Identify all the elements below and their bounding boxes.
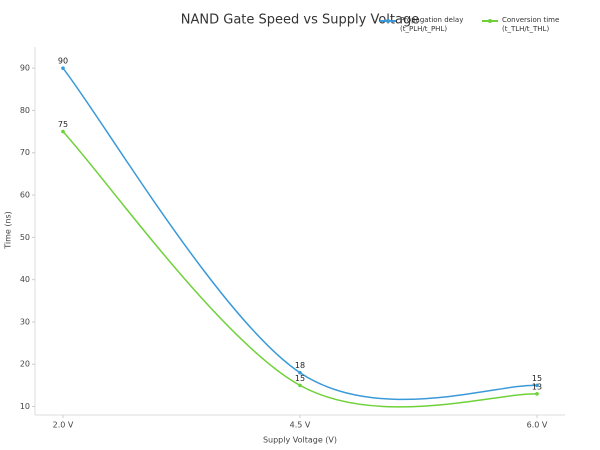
data-label: 13 bbox=[532, 382, 542, 391]
data-label: 15 bbox=[532, 374, 542, 383]
data-point bbox=[61, 66, 65, 70]
data-point bbox=[298, 383, 302, 388]
data-point bbox=[298, 370, 302, 375]
legend: Propagation delay (t_PLH/t_PHL) Conversio… bbox=[380, 16, 570, 34]
y-tick-label: 90 bbox=[20, 64, 30, 73]
legend-swatch bbox=[482, 19, 498, 23]
legend-item: Conversion time (t_TLH/t_THL) bbox=[482, 16, 570, 34]
x-tick-label: 2.0 V bbox=[53, 421, 74, 430]
data-point bbox=[61, 129, 65, 134]
chart-title: NAND Gate Speed vs Supply Voltage bbox=[181, 13, 419, 28]
y-tick-label: 20 bbox=[20, 360, 30, 369]
legend-label: Conversion time (t_TLH/t_THL) bbox=[502, 16, 560, 33]
legend-item: Propagation delay (t_PLH/t_PHL) bbox=[380, 16, 468, 34]
data-point bbox=[535, 392, 539, 396]
y-tick-label: 10 bbox=[20, 402, 30, 411]
series-line bbox=[62, 67, 538, 401]
series-line bbox=[62, 131, 538, 408]
y-tick-label: 30 bbox=[20, 317, 30, 326]
legend-swatch bbox=[380, 19, 396, 23]
x-tick-label: 4.5 V bbox=[290, 421, 311, 430]
y-tick-label: 50 bbox=[20, 233, 30, 242]
data-point bbox=[535, 383, 539, 388]
y-tick-label: 60 bbox=[20, 191, 30, 200]
y-tick-label: 40 bbox=[20, 275, 30, 284]
data-label: 90 bbox=[58, 57, 68, 66]
y-axis-label: Time (ns) bbox=[4, 211, 13, 250]
data-label: 75 bbox=[58, 120, 68, 129]
y-tick-label: 70 bbox=[20, 148, 30, 157]
x-tick-label: 6.0 V bbox=[527, 421, 548, 430]
data-label: 18 bbox=[295, 361, 305, 370]
legend-label: Propagation delay (t_PLH/t_PHL) bbox=[400, 16, 464, 33]
data-label: 15 bbox=[295, 374, 305, 383]
y-tick-label: 80 bbox=[20, 106, 30, 115]
x-axis-label: Supply Voltage (V) bbox=[263, 436, 337, 445]
